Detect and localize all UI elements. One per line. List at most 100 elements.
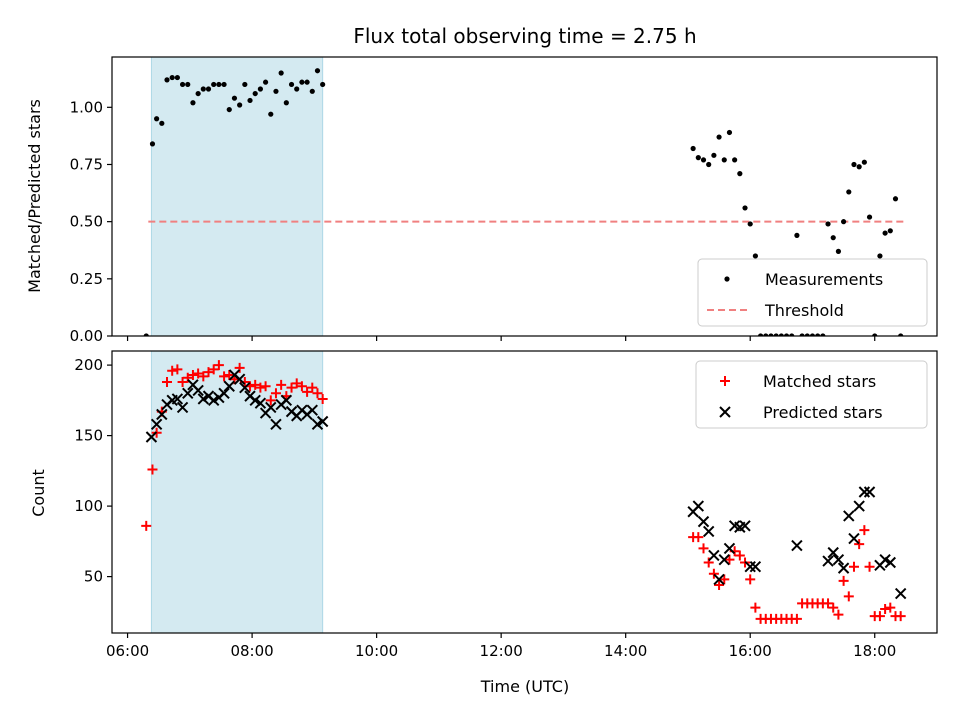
matched-stars-point (864, 561, 875, 572)
predicted-stars-point (171, 393, 184, 405)
matched-stars-point (828, 602, 839, 613)
measurement-point (783, 333, 790, 336)
matched-stars-point (193, 368, 204, 379)
predicted-stars-point (280, 394, 293, 407)
matched-stars-point (719, 574, 730, 585)
top-legend-box (697, 258, 928, 327)
measurement-point (898, 333, 904, 336)
predicted-stars-point (708, 549, 720, 562)
measurement-point (309, 88, 315, 94)
top-y-tick-label: 1.00 (70, 98, 103, 116)
matched-stars-point (291, 378, 302, 389)
matched-stars-point (270, 388, 281, 399)
predicted-stars-point (718, 553, 730, 566)
measurement-point (273, 88, 279, 94)
measurement-point (268, 111, 274, 117)
matched-stars-point (698, 543, 709, 554)
measurement-point (174, 74, 180, 81)
measurement-point (288, 81, 295, 88)
measurement-point (252, 90, 258, 97)
measurement-point (768, 333, 774, 336)
matched-stars-point (276, 379, 287, 390)
measurement-point (882, 230, 888, 236)
matched-stars-point (250, 379, 261, 390)
predicted-stars-point (702, 525, 715, 538)
measurement-point (711, 152, 717, 158)
x-tick-label: 12:00 (480, 642, 523, 660)
matched-stars-point (791, 613, 802, 624)
predicted-stars-point (145, 431, 158, 443)
measurement-point (278, 70, 284, 76)
predicted-stars-point (837, 562, 850, 574)
predicted-stars-point (176, 401, 189, 414)
measurement-point (195, 90, 201, 97)
x-tick-label: 18:00 (853, 642, 896, 660)
measurement-point (757, 333, 764, 336)
measurement-point (211, 81, 217, 88)
measurement-point (221, 81, 227, 88)
matched-stars-point (260, 381, 271, 392)
predicted-stars-point (853, 500, 865, 512)
legend-label: Measurements (765, 270, 883, 289)
predicted-stars-point (270, 418, 282, 431)
measurement-point (804, 333, 810, 336)
x-axis-label: Time (UTC) (480, 677, 569, 696)
matched-stars-point (843, 591, 854, 602)
measurement-point (283, 100, 289, 106)
matched-stars-point (895, 611, 906, 622)
predicted-stars-point (306, 404, 318, 416)
measurement-point (799, 333, 805, 336)
matched-stars-point (198, 371, 209, 382)
predicted-stars-point (239, 381, 251, 394)
top-y-tick-label: 0.50 (70, 213, 103, 231)
predicted-stars-point (843, 510, 855, 522)
bottom-y-tick-label: 200 (74, 356, 103, 374)
top-highlight-span (150, 56, 324, 337)
predicted-stars-point (848, 532, 860, 545)
predicted-stars-point (791, 539, 803, 552)
legend-marker-predicted (719, 406, 731, 418)
bottom-y-tick-label: 150 (74, 427, 103, 445)
matched-stars-point (172, 364, 183, 375)
legend-label: Threshold (764, 301, 844, 320)
predicted-stars-point (697, 515, 710, 528)
measurement-point (242, 81, 248, 88)
measurement-point (190, 100, 196, 106)
top-y-axis-label: Matched/Predicted stars (25, 99, 44, 293)
matched-stars-point (854, 539, 865, 550)
bottom-panel: 50 100 150 200 06:00 08:00 10:00 12:00 14:00 16:0… (74, 350, 938, 660)
matched-stars-point (838, 575, 849, 586)
matched-stars-point (317, 393, 328, 404)
measurement-point (159, 120, 165, 126)
legend-label: Predicted stars (763, 403, 883, 422)
legend-label: Matched stars (763, 372, 876, 391)
bottom-y-tick-label: 50 (84, 568, 103, 586)
matched-stars-point (296, 381, 307, 392)
matched-stars-point (833, 609, 844, 620)
bottom-series-0 (141, 360, 906, 624)
predicted-stars-point (863, 486, 876, 498)
measurement-point (789, 333, 795, 336)
measurement-point (226, 106, 232, 113)
measurement-point (320, 81, 326, 88)
measurement-point (304, 79, 310, 85)
x-tick-label: 06:00 (106, 642, 149, 660)
measurement-point (164, 77, 170, 83)
matched-stars-point (880, 604, 891, 615)
predicted-stars-point (316, 415, 329, 428)
legend-marker-measurements (724, 276, 730, 282)
measurement-point (216, 81, 222, 88)
measurement-point (856, 164, 862, 170)
predicted-stars-point (884, 556, 897, 569)
predicted-stars-point (692, 500, 705, 512)
matched-stars-point (750, 602, 761, 613)
predicted-stars-point (822, 555, 834, 567)
legend-marker-matched (720, 376, 730, 386)
measurement-point (830, 235, 836, 241)
measurement-point (299, 79, 305, 85)
top-axes-frame (111, 56, 938, 337)
measurement-point (809, 333, 816, 336)
measurement-point (872, 333, 878, 336)
bottom-axes-frame (111, 350, 938, 634)
measurement-point (825, 221, 831, 227)
